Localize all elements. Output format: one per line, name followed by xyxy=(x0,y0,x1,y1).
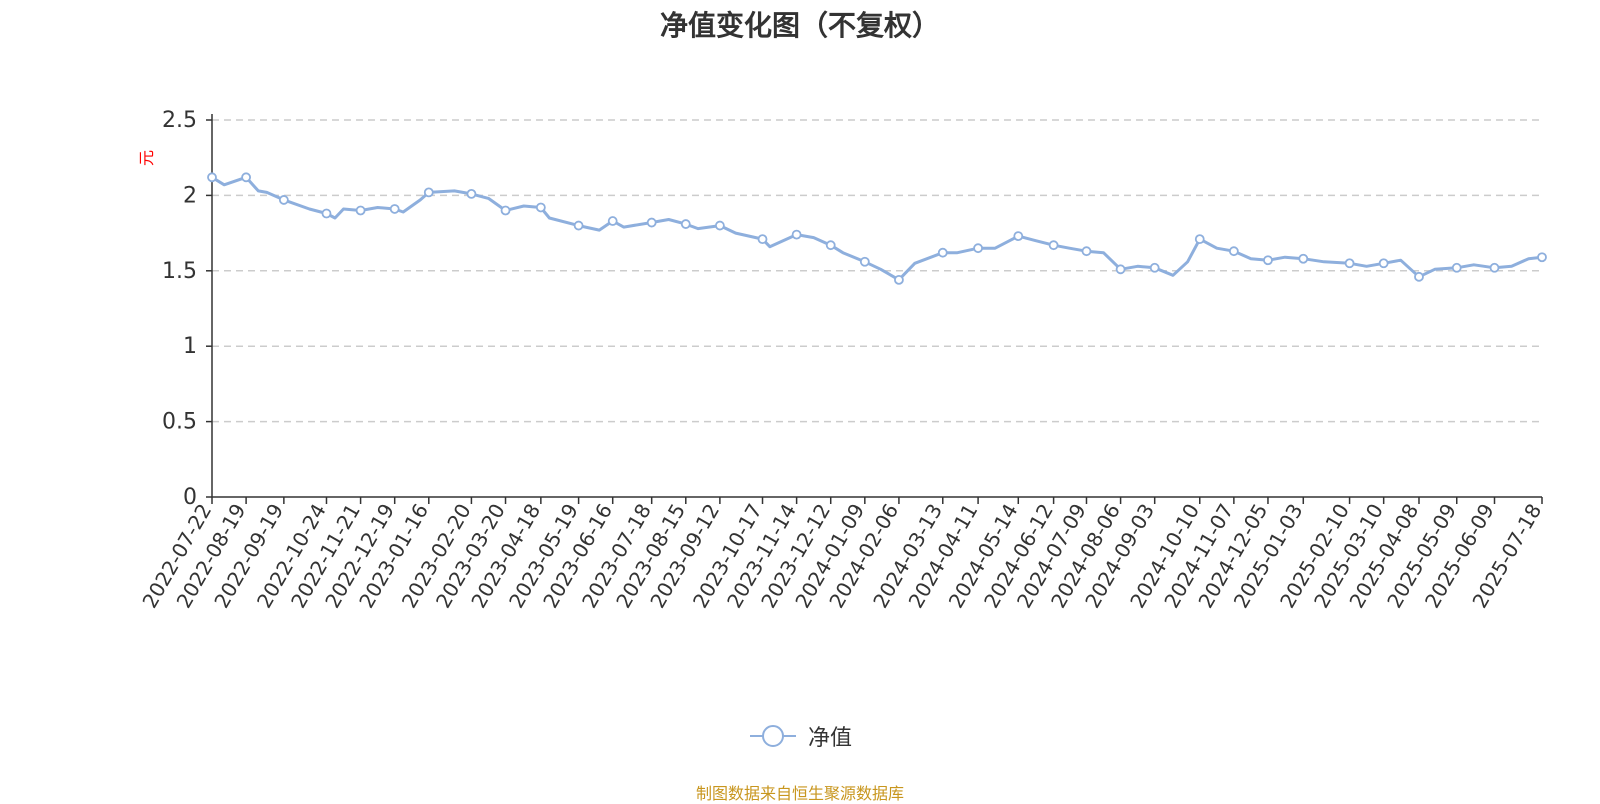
legend-line-icon xyxy=(749,725,796,747)
data-point xyxy=(500,205,511,216)
data-point xyxy=(535,202,546,213)
data-point xyxy=(1414,271,1424,282)
data-point xyxy=(714,220,725,231)
data-point xyxy=(1378,258,1389,269)
data-point xyxy=(1489,262,1500,273)
data-point xyxy=(466,188,477,199)
data-point xyxy=(1228,246,1239,257)
series-line xyxy=(211,175,1543,282)
data-point xyxy=(1451,262,1462,273)
legend-label: 净值 xyxy=(807,726,852,751)
data-point xyxy=(207,172,217,183)
chart-title: 净值变化图（不复权） xyxy=(659,9,940,42)
data-point xyxy=(937,247,948,258)
axes: 00.511.522.52022-07-222022-08-192022-09-… xyxy=(137,108,1546,612)
data-point xyxy=(973,243,983,254)
data-point xyxy=(573,220,584,231)
data-point xyxy=(321,208,332,219)
data-point xyxy=(1344,258,1355,269)
data-point xyxy=(1263,255,1273,266)
data-point xyxy=(1537,252,1547,263)
gridlines xyxy=(212,119,1542,423)
data-point xyxy=(1298,253,1309,264)
data-point xyxy=(646,217,657,228)
data-point xyxy=(355,205,366,216)
data-point xyxy=(389,204,400,214)
data-point xyxy=(757,234,768,245)
legend[interactable]: 净值 xyxy=(0,720,1600,752)
y-tick-label: 2.5 xyxy=(162,108,197,133)
source-note: 制图数据来自恒生聚源数据库 xyxy=(695,784,904,803)
data-point xyxy=(1194,234,1205,245)
data-point xyxy=(1149,262,1160,273)
data-point xyxy=(791,229,802,240)
y-tick-label: 0.5 xyxy=(162,410,197,435)
data-point xyxy=(278,195,289,205)
data-point xyxy=(825,240,836,251)
y-tick-label: 1 xyxy=(183,334,197,359)
series-layer xyxy=(207,172,1547,285)
data-point xyxy=(1048,240,1059,251)
data-point xyxy=(423,187,434,198)
data-point xyxy=(1115,264,1126,275)
y-tick-label: 2 xyxy=(183,183,197,208)
data-point xyxy=(680,219,691,229)
y-tick-label: 1.5 xyxy=(162,259,197,284)
data-point xyxy=(859,256,870,267)
data-point xyxy=(894,274,904,285)
data-point xyxy=(1013,231,1024,242)
data-point xyxy=(1081,246,1092,257)
data-point xyxy=(241,172,252,183)
y-unit-label: 元 xyxy=(137,150,156,166)
y-tick-label: 0 xyxy=(183,485,197,510)
data-point xyxy=(607,216,618,226)
